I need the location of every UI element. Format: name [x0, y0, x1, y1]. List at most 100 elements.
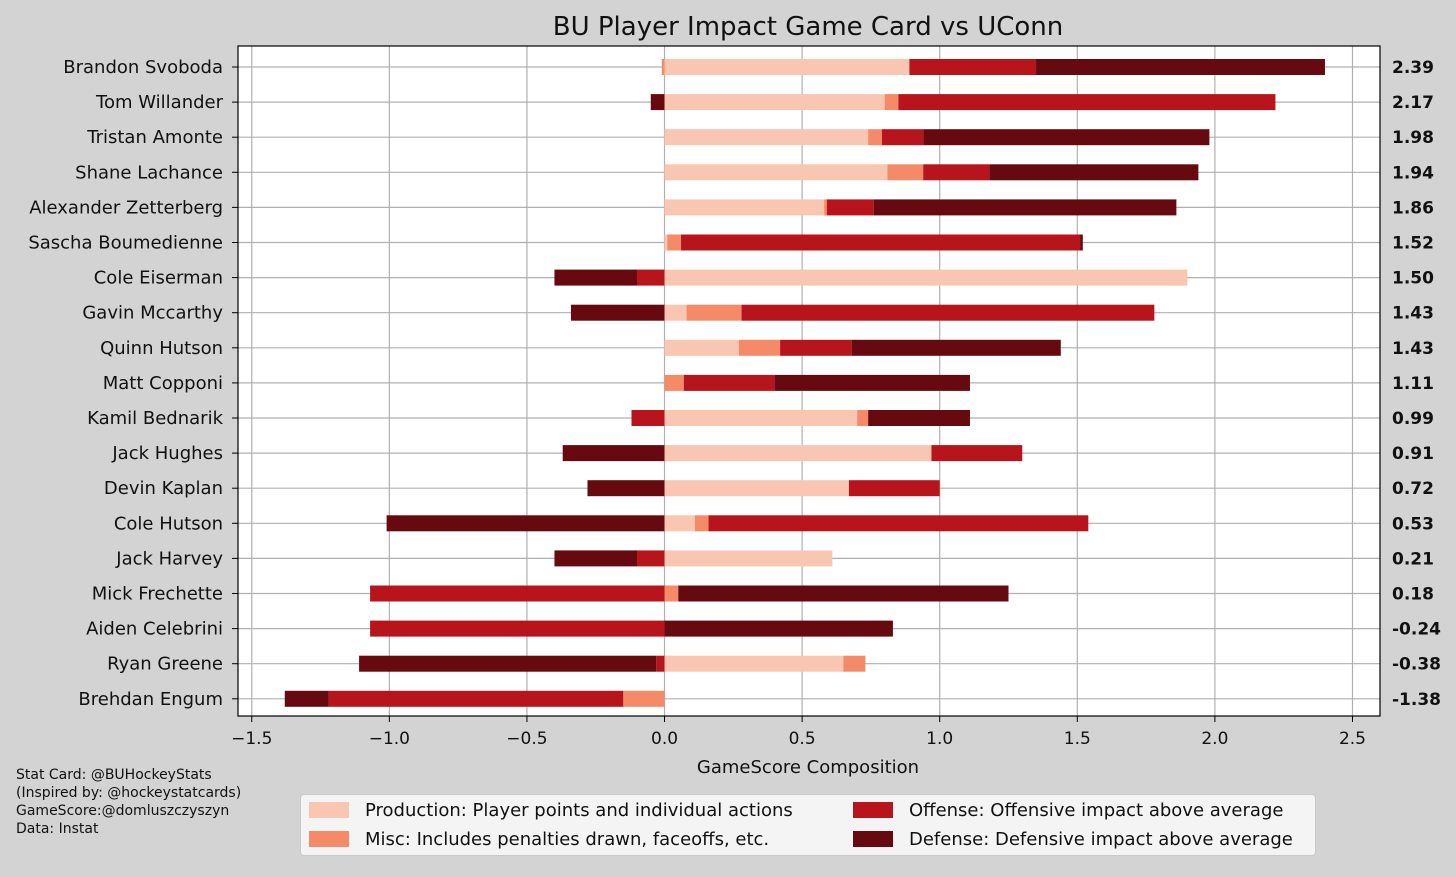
- y-tick-label: Tom Willander: [95, 92, 224, 113]
- bar-segment: [370, 585, 665, 602]
- total-value-label: 0.18: [1392, 585, 1434, 605]
- y-tick-label: Brehdan Engum: [78, 689, 223, 710]
- bar-segment: [843, 655, 866, 672]
- x-tick-label: −1.5: [231, 729, 272, 749]
- bar-segment: [868, 129, 882, 146]
- legend-swatch-production: [309, 802, 349, 818]
- bar-segment: [826, 199, 874, 216]
- bar-segment: [1036, 59, 1325, 75]
- bar-segment: [554, 550, 638, 567]
- bar-segment: [664, 59, 910, 75]
- bar-segment: [898, 94, 1276, 111]
- x-tick-label: −1.0: [369, 729, 410, 749]
- bar-segment: [562, 445, 665, 462]
- bar-segment: [923, 164, 990, 181]
- x-tick-label: 1.5: [1064, 729, 1091, 749]
- bar-segment: [284, 690, 329, 707]
- bar-segment: [989, 164, 1199, 181]
- bar-segment: [386, 515, 665, 532]
- credit-line: Data: Instat: [16, 821, 99, 837]
- legend-swatch-offense: [853, 802, 893, 818]
- bar-segment: [664, 234, 668, 251]
- y-tick-label: Alexander Zetterberg: [29, 197, 223, 218]
- bar-segment: [741, 304, 1155, 321]
- bar-segment: [686, 304, 742, 321]
- y-tick-label: Kamil Bednarik: [87, 408, 223, 429]
- credit-line: GameScore:@domluszczyszyn: [16, 803, 230, 819]
- bar-segment: [848, 480, 940, 497]
- total-value-label: 1.43: [1392, 339, 1434, 359]
- bar-segment: [328, 690, 624, 707]
- total-value-label: 0.21: [1392, 549, 1434, 569]
- bar-segment: [664, 339, 739, 356]
- bar-segment: [664, 374, 684, 391]
- bar-segment: [664, 655, 844, 672]
- plot-area: Brandon Svoboda 2.39 Tom Willander 2.17 Tris…: [28, 45, 1441, 749]
- x-axis-label: GameScore Composition: [697, 757, 919, 778]
- bar-segment: [681, 234, 1081, 251]
- legend-label: Defense: Defensive impact above average: [909, 828, 1293, 850]
- total-value-label: 1.50: [1392, 269, 1434, 289]
- bar-segment: [637, 550, 665, 567]
- y-tick-label: Brandon Svoboda: [63, 57, 223, 78]
- bar-segment: [887, 164, 924, 181]
- bar-segment: [694, 515, 709, 532]
- legend-swatch-defense: [853, 831, 893, 847]
- legend-label: Misc: Includes penalties drawn, faceoffs…: [365, 828, 770, 850]
- bar-segment: [587, 480, 665, 497]
- bar-segment: [664, 269, 1188, 286]
- total-value-label: 0.99: [1392, 409, 1434, 429]
- bar-segment: [683, 374, 775, 391]
- bar-segment: [824, 199, 827, 216]
- y-tick-label: Sascha Boumedienne: [28, 233, 223, 254]
- total-value-label: 0.72: [1392, 479, 1434, 499]
- bar-segment: [661, 59, 665, 75]
- y-tick-label: Gavin Mccarthy: [82, 303, 223, 324]
- bar-segment: [370, 620, 665, 637]
- bar-segment: [851, 339, 1061, 356]
- total-value-label: 1.94: [1392, 163, 1434, 183]
- y-tick-label: Cole Eiserman: [94, 268, 223, 289]
- total-value-label: 1.11: [1392, 374, 1434, 394]
- y-tick-label: Mick Frechette: [92, 584, 223, 605]
- credits: Stat Card: @BUHockeyStats (Inspired by: …: [16, 766, 241, 838]
- plot-frame: [237, 45, 1381, 717]
- legend-item-defense: Defense: Defensive impact above average: [853, 826, 1293, 852]
- x-tick-label: 0.5: [789, 729, 816, 749]
- bar-segment: [554, 269, 638, 286]
- total-value-label: 0.91: [1392, 444, 1434, 464]
- bar-segment: [857, 410, 869, 426]
- total-value-label: 1.43: [1392, 304, 1434, 324]
- bar-segment: [738, 339, 781, 356]
- x-tick-label: 0.0: [651, 729, 678, 749]
- bar-segment: [1080, 234, 1083, 251]
- y-tick-label: Quinn Hutson: [100, 338, 223, 359]
- bar-segment: [884, 94, 899, 111]
- bar-segment: [664, 199, 825, 216]
- bar-segment: [909, 59, 1037, 75]
- total-value-label: -0.38: [1392, 655, 1441, 675]
- bar-segment: [774, 374, 970, 391]
- legend-item-offense: Offense: Offensive impact above average: [853, 797, 1283, 823]
- bar-segment: [664, 410, 858, 426]
- total-value-label: 1.98: [1392, 128, 1434, 148]
- total-value-label: 1.86: [1392, 198, 1434, 218]
- legend: Production: Player points and individual…: [300, 794, 1316, 856]
- bar-segment: [664, 304, 687, 321]
- x-tick-label: 2.0: [1201, 729, 1228, 749]
- y-tick-label: Jack Hughes: [111, 443, 223, 464]
- bar-segment: [631, 410, 665, 426]
- legend-item-production: Production: Player points and individual…: [309, 797, 793, 823]
- y-tick-label: Jack Harvey: [115, 548, 223, 569]
- total-value-label: -0.24: [1392, 620, 1441, 640]
- bar-segment: [664, 585, 679, 602]
- y-tick-label: Matt Copponi: [103, 373, 223, 394]
- bar-segment: [868, 410, 970, 426]
- bar-segment: [881, 129, 924, 146]
- bar-segment: [623, 690, 665, 707]
- bar-segment: [664, 164, 888, 181]
- legend-label: Offense: Offensive impact above average: [909, 799, 1284, 821]
- bar-segment: [667, 234, 682, 251]
- y-tick-label: Devin Kaplan: [104, 478, 223, 499]
- y-tick-label: Aiden Celebrini: [86, 619, 223, 640]
